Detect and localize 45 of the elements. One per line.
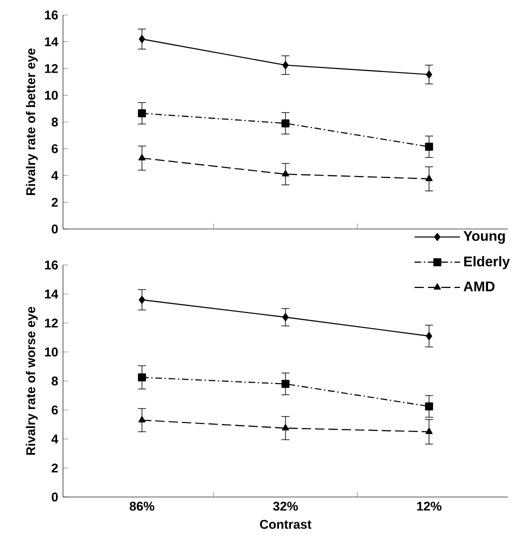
y-tick-label: 10 [44, 348, 58, 356]
y-tick-label: 0 [52, 492, 58, 502]
legend-label: Young [464, 231, 505, 244]
y-tick-label: 8 [52, 118, 58, 126]
point [426, 428, 433, 434]
point [281, 380, 290, 388]
y-tick-label: 14 [44, 290, 58, 298]
point [426, 70, 432, 79]
y-tick-label: 14 [44, 37, 58, 46]
y-tick-label: 0 [52, 224, 58, 234]
point [425, 402, 434, 410]
x-tick-label: 86% [130, 502, 154, 511]
x-axis-title: Contrast [260, 520, 312, 529]
y-axis-title: Rivalry rate of better eye [26, 48, 38, 196]
y-tick-label: 16 [44, 10, 58, 20]
point [425, 142, 434, 151]
y-tick-label: 12 [44, 64, 58, 73]
y-tick-label: 12 [44, 318, 58, 328]
point [138, 296, 146, 304]
y-tick-label: 8 [52, 376, 58, 386]
y-tick-label: 6 [52, 406, 58, 414]
point [138, 416, 146, 422]
point [138, 109, 146, 118]
legend-label: Elderly [464, 256, 510, 270]
point [281, 119, 290, 128]
point [282, 424, 290, 430]
x-tick-label: 12% [417, 502, 442, 511]
y-tick-label: 4 [51, 434, 58, 444]
point [138, 35, 146, 44]
legend-label: AMD [464, 282, 495, 292]
y-tick-label: 6 [52, 144, 58, 154]
point [138, 373, 146, 382]
point [282, 61, 289, 70]
y-tick-label: 2 [52, 464, 58, 472]
point [426, 174, 433, 182]
x-tick-label: 32% [273, 502, 298, 511]
y-tick-label: 10 [44, 90, 58, 100]
point [138, 154, 146, 160]
y-axis-title: Rivalry rate of worse eye [26, 306, 38, 455]
y-tick-label: 2 [52, 198, 58, 207]
y-tick-label: 4 [51, 171, 58, 180]
y-tick-label: 16 [44, 260, 58, 270]
point [426, 332, 432, 340]
point [282, 313, 289, 322]
point [282, 170, 290, 176]
